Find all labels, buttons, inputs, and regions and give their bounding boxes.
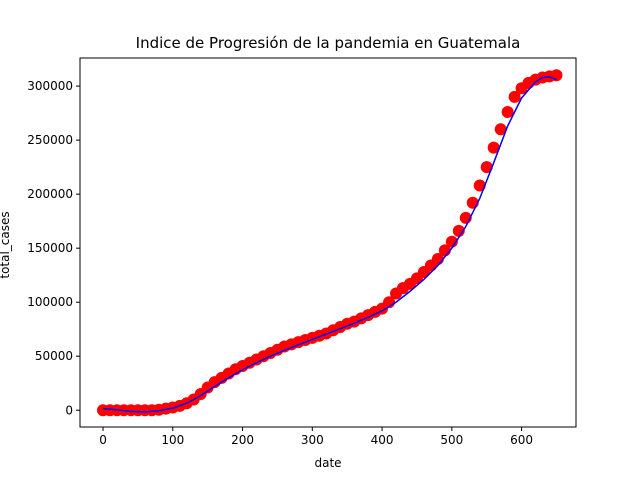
x-tick-label: 400 <box>371 433 394 447</box>
x-tick-label: 100 <box>161 433 184 447</box>
y-tick-label: 50000 <box>35 349 73 363</box>
y-tick-label: 200000 <box>27 187 73 201</box>
x-tick-label: 0 <box>99 433 107 447</box>
y-tick-label: 150000 <box>27 241 73 255</box>
x-tick-label: 300 <box>301 433 324 447</box>
y-tick-label: 100000 <box>27 295 73 309</box>
scatter-point <box>480 161 493 174</box>
scatter-point <box>508 90 521 103</box>
y-tick-label: 250000 <box>27 133 73 147</box>
scatter-point <box>487 141 500 154</box>
axes: 0 100 200 300 400 500 600 0 50000 100000 150000 200… <box>27 57 577 447</box>
scatter-point <box>501 106 514 119</box>
fit-line <box>102 76 557 413</box>
y-tick-label: 0 <box>65 403 73 417</box>
x-tick-label: 200 <box>231 433 254 447</box>
y-tick-label: 300000 <box>27 79 73 93</box>
plot-marks <box>97 69 563 417</box>
x-tick-label: 500 <box>440 433 463 447</box>
y-axis-label: total_cases <box>0 211 12 278</box>
x-axis-label: date <box>314 456 341 470</box>
scatter-point <box>494 123 507 136</box>
x-tick-label: 600 <box>510 433 533 447</box>
scatter-point <box>473 179 486 192</box>
chart-title: Indice de Progresión de la pandemia en G… <box>136 34 521 52</box>
axes-frame <box>79 57 577 428</box>
